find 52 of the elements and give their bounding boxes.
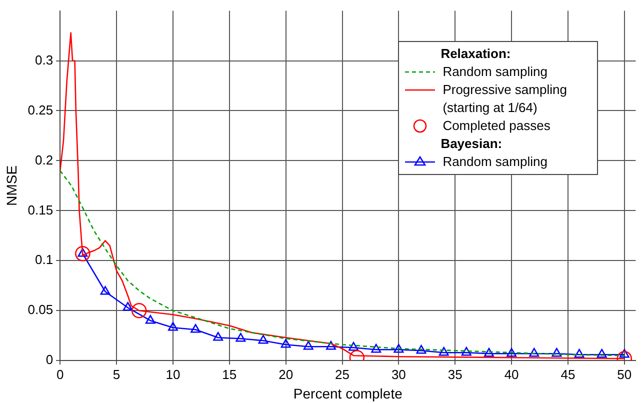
point bbox=[280, 338, 291, 348]
point bbox=[145, 314, 156, 324]
point bbox=[619, 348, 630, 358]
point bbox=[258, 334, 268, 344]
point bbox=[236, 332, 246, 342]
x-tick-label: 5 bbox=[112, 366, 120, 382]
x-tick-label: 0 bbox=[56, 366, 64, 382]
point bbox=[596, 348, 607, 358]
point bbox=[303, 340, 314, 350]
point bbox=[461, 346, 472, 356]
point bbox=[348, 342, 359, 351]
x-tick-label: 10 bbox=[166, 366, 180, 382]
point bbox=[100, 286, 110, 295]
point bbox=[438, 346, 449, 356]
x-tick-label: 15 bbox=[222, 366, 237, 382]
point bbox=[484, 348, 494, 357]
point bbox=[506, 348, 517, 357]
y-tick-label: 0.05 bbox=[28, 302, 54, 318]
legend-label: Random sampling bbox=[442, 62, 548, 81]
x-tick-label: 20 bbox=[278, 366, 294, 382]
legend-label: Random sampling bbox=[442, 152, 548, 171]
y-tick-label: 0 bbox=[46, 352, 54, 368]
point bbox=[574, 348, 584, 358]
point bbox=[122, 302, 133, 311]
y-axis-title: NMSE bbox=[3, 165, 20, 206]
point bbox=[131, 302, 147, 318]
x-tick-label: 40 bbox=[504, 366, 519, 382]
x-axis-title: Percent complete bbox=[293, 385, 403, 402]
annotation: Bayesian: bbox=[440, 134, 504, 153]
point bbox=[326, 340, 336, 350]
x-tick-label: 25 bbox=[335, 366, 350, 382]
point bbox=[75, 246, 90, 262]
x-tick-label: 35 bbox=[448, 366, 462, 382]
y-tick-label: 0.25 bbox=[28, 102, 54, 118]
point bbox=[371, 344, 382, 353]
x-tick-label: 45 bbox=[560, 366, 576, 382]
point bbox=[190, 324, 201, 333]
y-tick-label: 0.1 bbox=[35, 252, 54, 268]
y-tick-label: 0.2 bbox=[35, 152, 54, 168]
y-tick-label: 0.3 bbox=[35, 52, 54, 68]
legend-label: Progressive sampling (starting at 1/64) bbox=[442, 80, 568, 117]
point bbox=[168, 322, 178, 331]
point bbox=[552, 348, 562, 357]
y-tick-label: 0.15 bbox=[28, 202, 54, 218]
point bbox=[213, 332, 224, 341]
point bbox=[529, 348, 540, 357]
point bbox=[416, 344, 426, 354]
legend-label: Completed passes bbox=[442, 116, 552, 135]
legend-title: Relaxation: bbox=[440, 44, 512, 63]
x-tick-label: 50 bbox=[617, 366, 632, 382]
x-tick-label: 30 bbox=[391, 366, 406, 382]
point bbox=[394, 344, 404, 353]
